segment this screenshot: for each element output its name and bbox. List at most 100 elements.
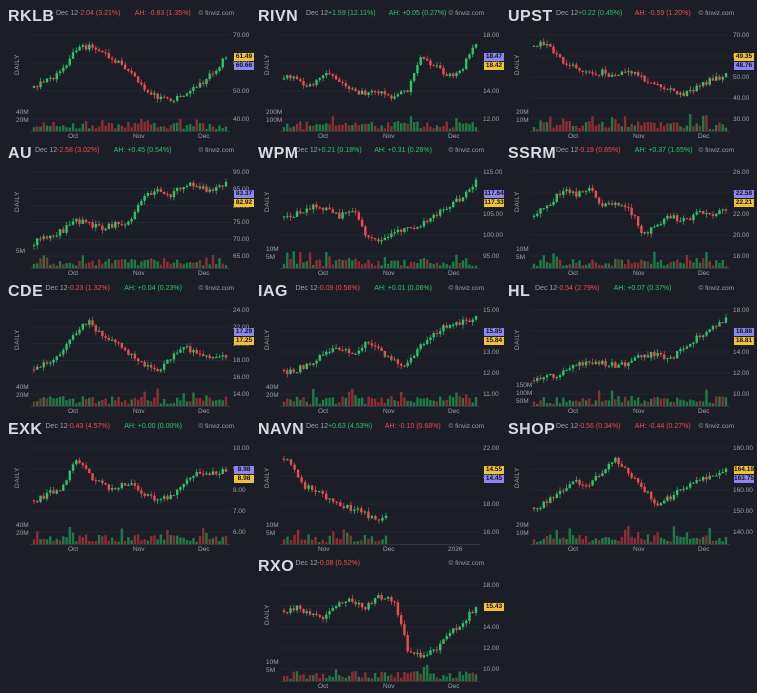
candle-body (643, 486, 646, 493)
volume-bar (607, 263, 611, 268)
candle-body (325, 72, 328, 76)
volume-bar (373, 672, 377, 681)
candle-body (698, 211, 702, 213)
candle-body (662, 354, 666, 359)
volume-bar (175, 397, 179, 406)
chart-panel-au[interactable]: AU Dec 12 -2.58 (3.02%) AH: +0.45 (0.54%) © … (8, 142, 258, 280)
y-tick-label: 8.00 (233, 487, 246, 494)
volume-bar (373, 265, 377, 268)
candle-body (198, 471, 202, 474)
candle-body (555, 493, 558, 498)
chart-panel-ssrm[interactable]: SSRM Dec 12 -0.19 (0.85%) AH: +0.37 (1.65%)… (508, 142, 757, 280)
candlestick-plot[interactable] (8, 418, 258, 556)
candle-body (565, 370, 568, 372)
volume-bar (643, 261, 646, 268)
candle-body (662, 218, 666, 225)
candle-body (571, 64, 575, 66)
candle-body (571, 191, 575, 193)
volume-bar (672, 401, 676, 406)
candle-body (584, 190, 588, 192)
candle-body (659, 224, 663, 226)
candlestick-plot[interactable] (508, 5, 757, 143)
candle-body (68, 224, 71, 226)
period-label: DAILY (514, 54, 521, 75)
candle-body (318, 355, 321, 361)
candle-body (123, 64, 127, 70)
chart-panel-hl[interactable]: HL Dec 12 -0.54 (2.79%) AH: +0.07 (0.37%) © … (508, 280, 757, 418)
candle-body (127, 349, 130, 355)
chart-panel-rxo[interactable]: RXO Dec 12 -0.08 (0.52%) © finviz.com DAILY 1… (258, 555, 508, 693)
candlestick-plot[interactable] (258, 5, 508, 143)
volume-bar (692, 537, 695, 544)
volume-bar (149, 401, 153, 406)
candlestick-plot[interactable] (258, 280, 508, 418)
candle-body (373, 238, 377, 240)
candle-body (649, 227, 653, 234)
candle-body (143, 84, 146, 90)
candlestick-plot[interactable] (508, 280, 757, 418)
candlestick-plot[interactable] (258, 555, 508, 693)
volume-bar (698, 538, 702, 544)
candle-body (416, 227, 419, 229)
period-label: DAILY (14, 329, 21, 350)
candle-body (575, 64, 578, 69)
x-tick-label: Nov (133, 408, 145, 415)
candle-body (458, 322, 461, 325)
chart-panel-shop[interactable]: SHOP Dec 12 -0.56 (0.34%) AH: -0.44 (0.27%)… (508, 418, 757, 556)
chart-panel-exk[interactable]: EXK Dec 12 -0.43 (4.57%) AH: +0.00 (0.00%) ©… (8, 418, 258, 556)
candle-body (202, 186, 205, 189)
volume-bar (552, 538, 555, 544)
volume-bar (143, 260, 146, 268)
volume-bar (159, 264, 163, 268)
volume-bar (588, 121, 591, 131)
chart-panel-rivn[interactable]: RIVN Dec 12 +1.59 (12.11%) AH: +0.05 (0.27%… (258, 5, 508, 143)
candle-body (597, 361, 601, 365)
volume-bar (202, 122, 205, 131)
candle-body (120, 483, 124, 489)
x-tick-label: Dec (198, 408, 210, 415)
volume-bar (568, 400, 571, 406)
chart-panel-iag[interactable]: IAG Dec 12 -0.09 (0.56%) AH: +0.01 (0.06%) ©… (258, 280, 508, 418)
candle-body (545, 375, 549, 378)
volume-bar (32, 127, 36, 131)
volume-bar (39, 126, 42, 131)
chart-panel-upst[interactable]: UPST Dec 12 +0.22 (0.45%) AH: -0.59 (1.20%)… (508, 5, 757, 143)
after-hours-change: AH: -0.59 (1.20%) (634, 10, 691, 17)
candlestick-plot[interactable] (508, 418, 757, 556)
candle-body (84, 45, 88, 50)
candlestick-plot[interactable] (258, 142, 508, 280)
candlestick-plot[interactable] (508, 142, 757, 280)
volume-bar (78, 128, 81, 131)
volume-bar (130, 540, 133, 544)
y-tick-label: 40.00 (233, 116, 250, 123)
volume-bar (422, 126, 426, 131)
volume-bar (373, 125, 377, 131)
candle-body (321, 75, 325, 79)
candlestick-plot[interactable] (258, 418, 508, 556)
candle-body (156, 189, 159, 192)
candle-body (78, 219, 81, 224)
chart-panel-wpm[interactable]: WPM Dec 12 +0.21 (0.18%) AH: +0.31 (0.26%) ©… (258, 142, 508, 280)
candle-body (429, 60, 432, 66)
volume-bar (474, 674, 478, 681)
volume-bar (146, 540, 150, 544)
y-tick-label: 16.00 (483, 529, 500, 536)
candlestick-plot[interactable] (8, 5, 258, 143)
chart-panel-navn[interactable]: NAVN Dec 12 +0.63 (4.53%) AH: -0.10 (0.68%)… (258, 418, 508, 556)
candlestick-plot[interactable] (8, 142, 258, 280)
candle-body (594, 73, 598, 75)
volume-bar (45, 398, 49, 406)
candle-body (42, 362, 45, 368)
candle-body (302, 608, 305, 614)
chart-panel-rklb[interactable]: RKLB Dec 12 -2.04 (3.21%) AH: -0.83 (1.35%)… (8, 5, 258, 143)
candle-body (412, 73, 416, 81)
candle-body (386, 94, 390, 96)
candlestick-plot[interactable] (8, 280, 258, 418)
candle-body (419, 57, 422, 66)
chart-panel-cde[interactable]: CDE Dec 12 -0.23 (1.32%) AH: +0.04 (0.23%) ©… (8, 280, 258, 418)
candle-body (224, 355, 228, 358)
volume-bar (338, 258, 341, 268)
volume-bar (702, 258, 705, 268)
volume-bar (416, 121, 419, 131)
candle-body (620, 71, 624, 75)
